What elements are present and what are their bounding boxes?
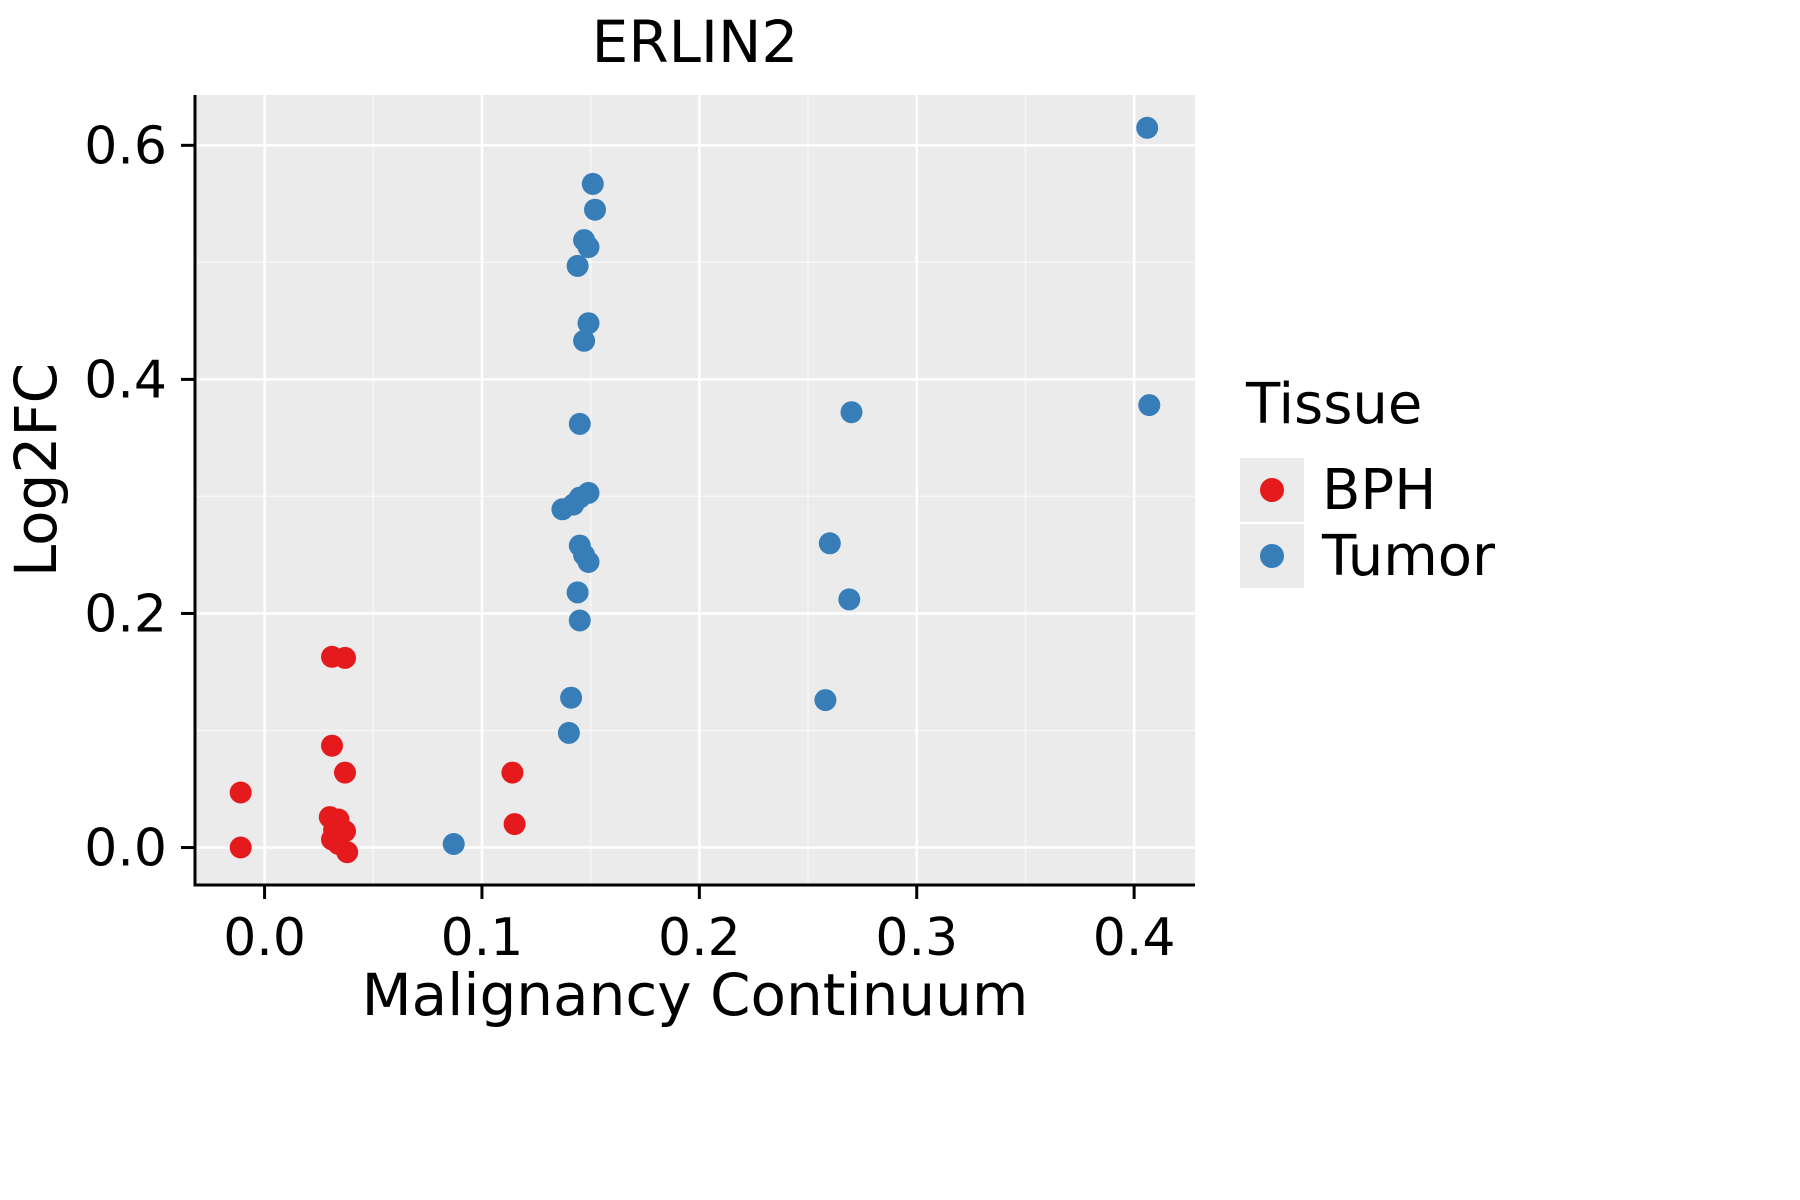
data-point-bph [229, 781, 252, 804]
data-point-tumor [442, 833, 465, 855]
data-point-tumor [584, 198, 606, 221]
legend-item-bph: BPH [1240, 457, 1495, 523]
data-point-tumor [568, 412, 591, 435]
y-tick-label: 0.6 [84, 116, 167, 176]
legend-key [1240, 524, 1304, 588]
y-tick-label: 0.4 [84, 350, 167, 410]
data-point-tumor [1138, 394, 1161, 417]
data-point-bph [334, 646, 356, 669]
legend-item-tumor: Tumor [1240, 523, 1495, 589]
data-point-tumor [566, 254, 589, 277]
data-point-tumor [577, 312, 600, 335]
data-point-bph [336, 841, 359, 864]
data-point-bph [334, 761, 356, 784]
data-point-tumor [581, 172, 604, 195]
x-tick-label: 0.4 [1093, 908, 1176, 968]
y-axis-label: Log2FC [2, 363, 70, 577]
data-point-tumor [577, 481, 600, 504]
plot-panel [195, 95, 1195, 885]
x-tick-label: 0.1 [441, 908, 524, 968]
x-tick-label: 0.0 [223, 908, 306, 968]
x-axis-label: Malignancy Continuum [362, 961, 1029, 1029]
data-point-bph [229, 836, 252, 859]
data-point-bph [321, 734, 343, 757]
legend-label: BPH [1322, 457, 1437, 523]
bph-dot-icon [1260, 478, 1284, 502]
y-tick-label: 0.2 [84, 584, 167, 644]
data-point-tumor [814, 689, 837, 712]
data-point-tumor [568, 609, 591, 632]
data-point-tumor [577, 236, 600, 259]
data-point-tumor [566, 581, 589, 604]
legend-label: Tumor [1322, 523, 1496, 589]
legend-key [1240, 458, 1304, 522]
data-point-tumor [560, 686, 583, 709]
y-tick-label: 0.0 [84, 819, 167, 879]
chart-title: ERLIN2 [592, 8, 799, 76]
legend-title: Tissue [1246, 372, 1423, 437]
data-point-tumor [818, 532, 841, 555]
data-point-tumor [838, 588, 861, 611]
tumor-dot-icon [1260, 544, 1284, 568]
data-point-tumor [557, 721, 580, 744]
data-point-tumor [573, 329, 596, 352]
data-point-bph [501, 761, 524, 784]
legend-items: BPH Tumor [1240, 457, 1495, 589]
legend: Tissue BPH Tumor [1240, 372, 1495, 589]
x-tick-label: 0.3 [875, 908, 958, 968]
data-point-tumor [1136, 116, 1159, 139]
x-tick-label: 0.2 [658, 908, 741, 968]
data-point-tumor [577, 551, 600, 573]
data-point-tumor [840, 401, 863, 424]
data-point-bph [503, 813, 526, 836]
